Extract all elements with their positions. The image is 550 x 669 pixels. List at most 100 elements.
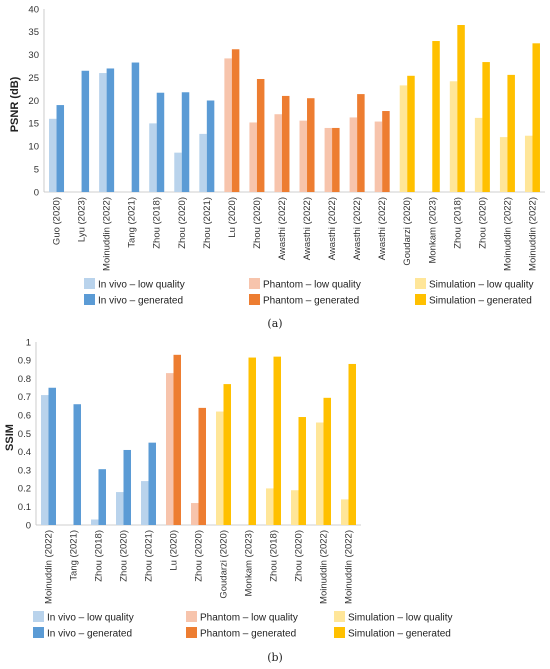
- y-tick-label: 0.9: [18, 356, 31, 367]
- y-tick-label: 30: [28, 50, 39, 61]
- bar-generated: [281, 95, 290, 192]
- bar-low-quality: [91, 519, 99, 525]
- bar-generated: [307, 98, 315, 192]
- x-tick-label: Lu (2020): [169, 530, 180, 571]
- x-tick-label: Goudarzi (2020): [402, 197, 413, 266]
- x-tick-label: Moinuddin (2022): [502, 197, 513, 271]
- bar-generated: [457, 25, 465, 193]
- bar-generated: [106, 68, 115, 192]
- y-tick-label: 0: [34, 187, 39, 198]
- legend-label: Phantom – low quality: [263, 280, 361, 291]
- x-tick-label: Moinuddin (2022): [44, 530, 55, 604]
- bar-low-quality: [249, 122, 257, 192]
- legend-label: Phantom – low quality: [200, 613, 298, 624]
- x-tick-label: Zhou (2020): [252, 197, 263, 249]
- legend-label: Phantom – generated: [263, 296, 359, 307]
- y-tick-label: 0: [26, 520, 31, 531]
- bar-generated: [273, 356, 281, 525]
- bar-generated: [56, 105, 65, 192]
- bar-generated: [148, 442, 156, 525]
- bar-low-quality: [474, 117, 483, 192]
- bar-low-quality: [99, 73, 107, 192]
- legend-label: Simulation – low quality: [348, 613, 453, 624]
- x-tick-label: Moinuddin (2022): [527, 197, 538, 271]
- x-tick-label: Moinuddin (2022): [344, 530, 355, 604]
- x-tick-label: Tang (2021): [127, 197, 138, 248]
- bar-low-quality: [216, 411, 224, 525]
- bar-generated: [181, 92, 190, 192]
- bar-generated: [48, 387, 56, 525]
- bar-generated: [482, 62, 490, 192]
- legend-swatch: [249, 294, 260, 305]
- legend-swatch: [186, 611, 197, 622]
- bar-generated: [532, 43, 540, 192]
- bar-low-quality: [316, 422, 324, 525]
- bar-low-quality: [524, 135, 533, 192]
- bar-low-quality: [166, 373, 174, 525]
- bar-generated: [198, 407, 206, 525]
- x-tick-label: Awasthi (2022): [327, 197, 338, 260]
- legend-label: In vivo – generated: [98, 296, 183, 307]
- x-tick-label: Moinuddin (2022): [319, 530, 330, 604]
- x-tick-label: Zhou (2020): [477, 197, 488, 249]
- x-tick-label: Guo (2020): [52, 197, 63, 245]
- bar-generated: [206, 100, 215, 192]
- x-tick-label: Zhou (2018): [452, 197, 463, 249]
- bar-low-quality: [174, 152, 182, 192]
- bar-generated: [348, 363, 356, 525]
- y-tick-label: 10: [28, 142, 39, 153]
- bar-generated: [131, 62, 140, 193]
- bar-low-quality: [349, 117, 358, 192]
- x-tick-label: Zhou (2020): [177, 197, 188, 249]
- x-tick-label: Zhou (2018): [94, 530, 105, 582]
- legend-swatch: [33, 627, 44, 638]
- bar-generated: [432, 41, 440, 193]
- y-tick-label: 25: [28, 73, 39, 84]
- bar-generated: [298, 417, 306, 525]
- bar-generated: [173, 354, 181, 525]
- x-tick-label: Monkam (2023): [244, 530, 255, 597]
- bar-generated: [407, 75, 415, 192]
- bar-generated: [231, 49, 240, 193]
- x-tick-label: Awasthi (2022): [377, 197, 388, 260]
- y-tick-label: 0.4: [18, 447, 31, 458]
- y-axis-label: PSNR (dB): [9, 76, 21, 132]
- legend-swatch: [334, 627, 345, 638]
- y-tick-label: 0.7: [18, 392, 31, 403]
- x-tick-label: Moinuddin (2022): [102, 197, 113, 271]
- y-tick-label: 0.5: [18, 429, 31, 440]
- bar-low-quality: [324, 127, 333, 192]
- legend-label: In vivo – low quality: [98, 280, 185, 291]
- x-tick-label: Awasthi (2022): [352, 197, 363, 260]
- y-tick-label: 40: [28, 4, 39, 15]
- x-tick-label: Zhou (2021): [144, 530, 155, 582]
- y-tick-label: 0.3: [18, 465, 31, 476]
- chart-ssim: 0 0.1 0.2 0.3 0.4 0.5 0.6 0.7 0.8 0.9 1 SSIM Moinudd…: [4, 337, 453, 664]
- legend-swatch: [334, 611, 345, 622]
- legend-label: Simulation – generated: [348, 629, 451, 640]
- bar-low-quality: [149, 123, 157, 192]
- bar-generated: [123, 449, 131, 525]
- x-tick-label: Zhou (2018): [269, 530, 280, 582]
- x-tick-label: Monkam (2023): [427, 197, 438, 264]
- bar-generated: [507, 74, 515, 192]
- bar-low-quality: [141, 481, 149, 525]
- y-tick-label: 5: [34, 164, 39, 175]
- legend-swatch: [84, 278, 95, 289]
- y-tick-label: 0.8: [18, 374, 31, 385]
- y-tick-label: 15: [28, 119, 39, 130]
- bar-generated: [81, 70, 90, 192]
- bar-low-quality: [41, 395, 49, 525]
- bar-generated: [73, 404, 81, 525]
- legend-swatch: [186, 627, 197, 638]
- bar-generated: [323, 397, 331, 525]
- y-tick-label: 35: [28, 27, 39, 38]
- bar-low-quality: [341, 499, 349, 525]
- legend-swatch: [33, 611, 44, 622]
- bar-low-quality: [449, 81, 458, 192]
- x-tick-label: Tang (2021): [69, 530, 80, 581]
- legend-swatch: [415, 278, 426, 289]
- x-tick-label: Zhou (2021): [202, 197, 213, 249]
- legend-swatch: [84, 294, 95, 305]
- bar-generated: [98, 469, 106, 525]
